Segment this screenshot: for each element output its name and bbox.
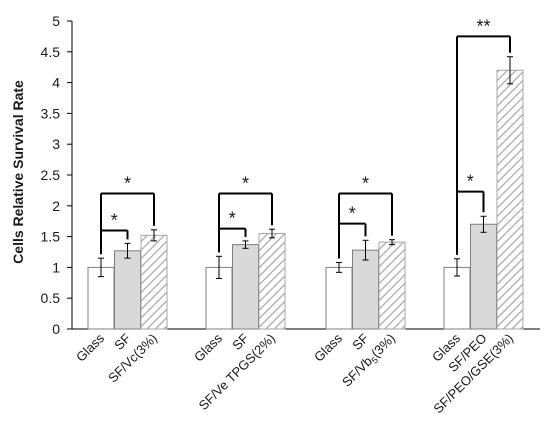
significance-label: * xyxy=(124,173,131,193)
significance-label: * xyxy=(242,173,249,193)
y-tick-label: 2 xyxy=(52,198,60,214)
bar xyxy=(87,266,115,330)
bar xyxy=(258,233,286,330)
y-tick-label: 4 xyxy=(52,75,60,91)
x-tick-label: Glass xyxy=(73,330,107,364)
bar xyxy=(496,69,524,330)
y-tick-label: 1.5 xyxy=(41,229,61,245)
x-tick-label: Glass xyxy=(311,330,345,364)
x-tick-label: SF/Vc(3%) xyxy=(105,331,160,386)
y-tick-label: 0.5 xyxy=(41,290,61,306)
y-tick-label: 3.5 xyxy=(41,105,61,121)
y-tick-label: 2.5 xyxy=(41,167,61,183)
bar xyxy=(352,249,379,330)
y-tick-label: 5 xyxy=(52,13,60,29)
y-tick-label: 3 xyxy=(52,136,60,152)
bar xyxy=(325,266,353,330)
y-axis: 0 0.5 1 1.5 2 2.5 3 3.5 4 4.5 5 xyxy=(41,13,540,337)
significance-label: * xyxy=(467,172,474,192)
bar xyxy=(140,234,168,330)
significance-label: * xyxy=(111,210,118,230)
y-tick-label: 4.5 xyxy=(41,44,61,60)
x-tick-label: Glass xyxy=(191,330,225,364)
bar xyxy=(378,241,406,330)
y-tick-label: 1 xyxy=(52,259,60,275)
significance-label: * xyxy=(349,204,356,224)
bars xyxy=(87,69,524,330)
significance-label: ** xyxy=(476,16,490,36)
significance-label: * xyxy=(362,173,369,193)
significance-brackets: ****** *** xyxy=(100,16,511,259)
bar xyxy=(232,244,259,330)
bar xyxy=(470,223,497,330)
y-axis-label: Cells Relative Survival Rate xyxy=(10,80,26,264)
significance-label: * xyxy=(229,209,236,229)
y-tick-label: 0 xyxy=(52,321,60,337)
bar xyxy=(114,250,141,330)
bar xyxy=(443,266,471,330)
error-bars xyxy=(98,56,513,279)
